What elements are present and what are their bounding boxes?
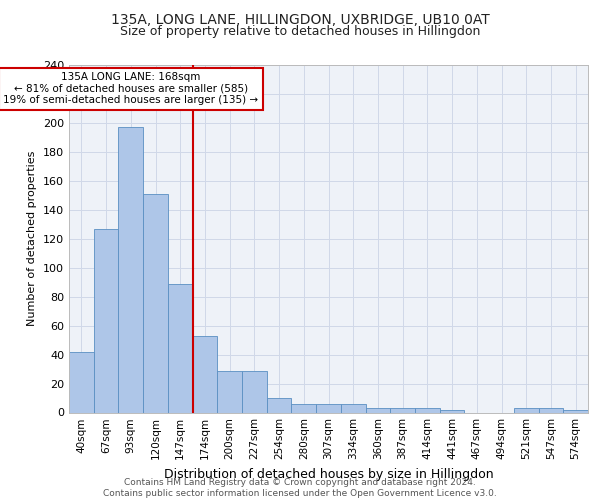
Y-axis label: Number of detached properties: Number of detached properties <box>28 151 37 326</box>
Text: 135A, LONG LANE, HILLINGDON, UXBRIDGE, UB10 0AT: 135A, LONG LANE, HILLINGDON, UXBRIDGE, U… <box>110 12 490 26</box>
Bar <box>341 404 365 412</box>
Bar <box>440 410 464 412</box>
Bar <box>563 410 588 412</box>
Text: 135A LONG LANE: 168sqm
← 81% of detached houses are smaller (585)
19% of semi-de: 135A LONG LANE: 168sqm ← 81% of detached… <box>3 72 259 106</box>
Bar <box>217 370 242 412</box>
Bar <box>415 408 440 412</box>
Bar <box>539 408 563 412</box>
Text: Size of property relative to detached houses in Hillingdon: Size of property relative to detached ho… <box>120 25 480 38</box>
Bar <box>365 408 390 412</box>
Bar <box>242 370 267 412</box>
Bar <box>316 404 341 412</box>
Bar <box>514 408 539 412</box>
X-axis label: Distribution of detached houses by size in Hillingdon: Distribution of detached houses by size … <box>164 468 493 481</box>
Bar <box>292 404 316 412</box>
Bar <box>168 284 193 412</box>
Bar <box>390 408 415 412</box>
Bar <box>267 398 292 412</box>
Bar <box>69 352 94 412</box>
Text: Contains HM Land Registry data © Crown copyright and database right 2024.
Contai: Contains HM Land Registry data © Crown c… <box>103 478 497 498</box>
Bar <box>193 336 217 412</box>
Bar <box>118 128 143 412</box>
Bar <box>94 228 118 412</box>
Bar <box>143 194 168 412</box>
